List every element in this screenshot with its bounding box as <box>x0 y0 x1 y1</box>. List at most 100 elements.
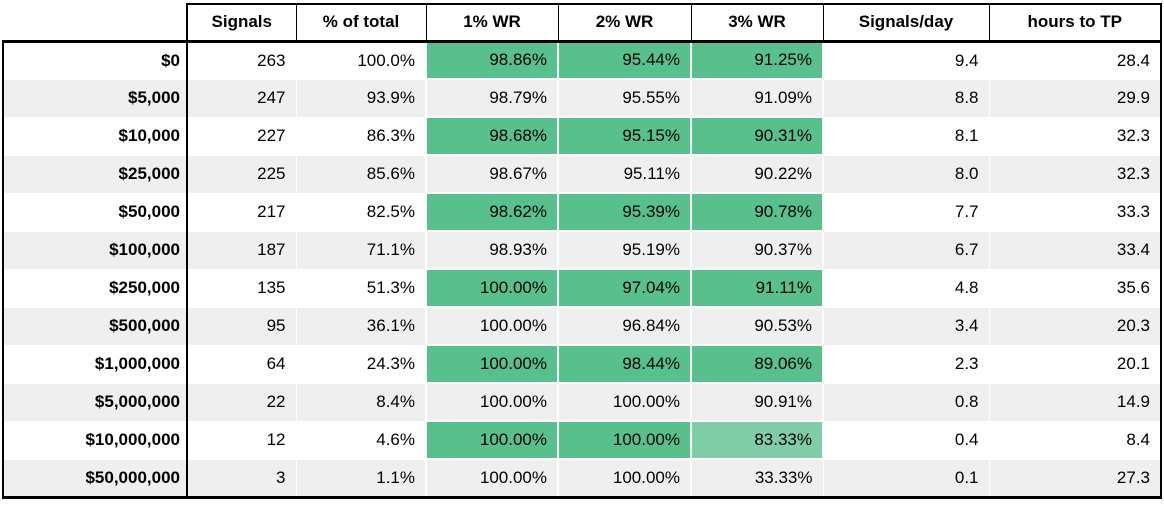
cell-wr-1: 100.00% <box>425 268 559 308</box>
row-header: $0 <box>2 39 188 80</box>
cell-signals: 217 <box>186 192 297 232</box>
cell-pct-of-total: 36.1% <box>295 306 427 346</box>
cell-hours-to-tp: 8.4 <box>988 420 1162 460</box>
cell-signals-per-day: 7.7 <box>822 192 990 232</box>
win-rate-table: Signals % of total 1% WR 2% WR 3% WR Sig… <box>2 3 1162 499</box>
column-header-signals-per-day: Signals/day <box>822 3 990 43</box>
row-header: $500,000 <box>2 306 188 346</box>
cell-wr-2: 95.55% <box>557 78 692 118</box>
cell-pct-of-total: 24.3% <box>295 344 427 384</box>
cell-wr-2: 95.15% <box>557 116 692 156</box>
table-row: $50,000,000 3 1.1% 100.00% 100.00% 33.33% 0.1 2… <box>2 458 1162 499</box>
cell-signals-per-day: 3.4 <box>822 306 990 346</box>
cell-hours-to-tp: 35.6 <box>988 268 1162 308</box>
cell-signals-per-day: 8.1 <box>822 116 990 156</box>
table-row: $500,000 95 36.1% 100.00% 96.84% 90.53% 3.4 20.… <box>2 306 1162 346</box>
column-header-signals: Signals <box>186 3 297 43</box>
cell-wr-3: 91.09% <box>690 78 824 118</box>
row-header: $1,000,000 <box>2 344 188 384</box>
cell-wr-2: 100.00% <box>557 382 692 422</box>
row-header: $5,000,000 <box>2 382 188 422</box>
cell-wr-3: 91.11% <box>690 268 824 308</box>
cell-hours-to-tp: 29.9 <box>988 78 1162 118</box>
row-header: $10,000 <box>2 116 188 156</box>
cell-hours-to-tp: 33.4 <box>988 230 1162 270</box>
cell-wr-2: 95.19% <box>557 230 692 270</box>
cell-wr-3: 90.37% <box>690 230 824 270</box>
cell-hours-to-tp: 20.3 <box>988 306 1162 346</box>
cell-hours-to-tp: 32.3 <box>988 154 1162 194</box>
cell-wr-2: 95.11% <box>557 154 692 194</box>
row-header: $100,000 <box>2 230 188 270</box>
cell-signals: 3 <box>186 458 297 499</box>
row-header: $50,000 <box>2 192 188 232</box>
column-header-pct-of-total: % of total <box>295 3 427 43</box>
cell-wr-1: 98.68% <box>425 116 559 156</box>
cell-wr-3: 90.91% <box>690 382 824 422</box>
cell-pct-of-total: 86.3% <box>295 116 427 156</box>
table-body: $0 263 100.0% 98.86% 95.44% 91.25% 9.4 28.4 $5,0… <box>2 39 1162 499</box>
cell-wr-3: 90.53% <box>690 306 824 346</box>
table-row: $250,000 135 51.3% 100.00% 97.04% 91.11% 4.8 35… <box>2 268 1162 308</box>
cell-pct-of-total: 1.1% <box>295 458 427 499</box>
cell-wr-2: 100.00% <box>557 458 692 499</box>
cell-wr-2: 95.39% <box>557 192 692 232</box>
cell-pct-of-total: 8.4% <box>295 382 427 422</box>
cell-signals-per-day: 8.0 <box>822 154 990 194</box>
table-row: $10,000,000 12 4.6% 100.00% 100.00% 83.33% 0.4… <box>2 420 1162 460</box>
column-header-hours-to-tp: hours to TP <box>988 3 1162 43</box>
table-row: $100,000 187 71.1% 98.93% 95.19% 90.37% 6.7 33.… <box>2 230 1162 270</box>
cell-signals-per-day: 9.4 <box>822 39 990 80</box>
row-header: $250,000 <box>2 268 188 308</box>
cell-signals-per-day: 6.7 <box>822 230 990 270</box>
table-row: $50,000 217 82.5% 98.62% 95.39% 90.78% 7.7 33.3 <box>2 192 1162 232</box>
cell-hours-to-tp: 28.4 <box>988 39 1162 80</box>
cell-signals-per-day: 0.4 <box>822 420 990 460</box>
cell-wr-1: 100.00% <box>425 344 559 384</box>
cell-signals-per-day: 2.3 <box>822 344 990 384</box>
corner-cell <box>3 4 187 41</box>
cell-signals: 95 <box>186 306 297 346</box>
cell-signals: 12 <box>186 420 297 460</box>
row-header: $5,000 <box>2 78 188 118</box>
cell-wr-1: 100.00% <box>425 382 559 422</box>
table-row: $5,000 247 93.9% 98.79% 95.55% 91.09% 8.8 29.9 <box>2 78 1162 118</box>
cell-wr-1: 98.67% <box>425 154 559 194</box>
table-row: $5,000,000 22 8.4% 100.00% 100.00% 90.91% 0.8 1… <box>2 382 1162 422</box>
cell-wr-3: 83.33% <box>690 420 824 460</box>
cell-wr-1: 100.00% <box>425 420 559 460</box>
table-row: $0 263 100.0% 98.86% 95.44% 91.25% 9.4 28.4 <box>2 39 1162 80</box>
cell-wr-2: 95.44% <box>557 39 692 80</box>
row-header: $25,000 <box>2 154 188 194</box>
cell-hours-to-tp: 14.9 <box>988 382 1162 422</box>
table-header: Signals % of total 1% WR 2% WR 3% WR Sig… <box>3 3 1162 43</box>
cell-wr-1: 100.00% <box>425 306 559 346</box>
cell-signals: 64 <box>186 344 297 384</box>
cell-pct-of-total: 93.9% <box>295 78 427 118</box>
cell-signals-per-day: 4.8 <box>822 268 990 308</box>
cell-signals: 135 <box>186 268 297 308</box>
cell-wr-3: 90.22% <box>690 154 824 194</box>
row-header: $50,000,000 <box>2 458 188 499</box>
cell-wr-2: 100.00% <box>557 420 692 460</box>
cell-wr-2: 98.44% <box>557 344 692 384</box>
cell-pct-of-total: 71.1% <box>295 230 427 270</box>
cell-signals: 187 <box>186 230 297 270</box>
cell-wr-2: 96.84% <box>557 306 692 346</box>
cell-pct-of-total: 85.6% <box>295 154 427 194</box>
cell-hours-to-tp: 27.3 <box>988 458 1162 499</box>
row-header: $10,000,000 <box>2 420 188 460</box>
cell-wr-3: 91.25% <box>690 39 824 80</box>
cell-wr-1: 98.62% <box>425 192 559 232</box>
cell-wr-1: 98.86% <box>425 39 559 80</box>
cell-pct-of-total: 4.6% <box>295 420 427 460</box>
cell-wr-1: 98.93% <box>425 230 559 270</box>
cell-signals-per-day: 0.1 <box>822 458 990 499</box>
column-header-wr-2: 2% WR <box>557 3 692 43</box>
cell-hours-to-tp: 33.3 <box>988 192 1162 232</box>
cell-pct-of-total: 82.5% <box>295 192 427 232</box>
table-row: $25,000 225 85.6% 98.67% 95.11% 90.22% 8.0 32.3 <box>2 154 1162 194</box>
cell-hours-to-tp: 20.1 <box>988 344 1162 384</box>
cell-hours-to-tp: 32.3 <box>988 116 1162 156</box>
cell-pct-of-total: 100.0% <box>295 39 427 80</box>
